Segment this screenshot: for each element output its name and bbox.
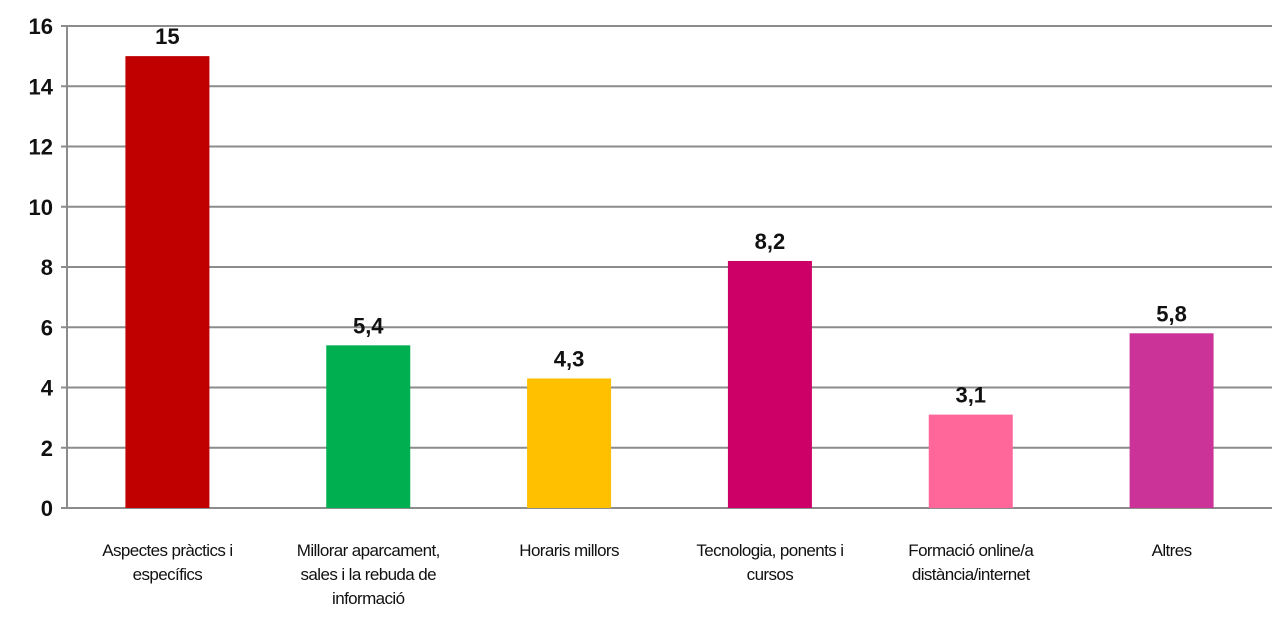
y-tick-label: 10 — [29, 195, 53, 220]
data-label: 8,2 — [755, 229, 786, 254]
category-label-line: específics — [133, 565, 203, 584]
category-label-line: Aspectes pràctics i — [102, 541, 232, 560]
category-label: Formació online/a distància/internet — [908, 541, 1034, 584]
y-tick-label: 0 — [41, 496, 53, 521]
category-label-line: Tecnologia, ponents i — [696, 541, 843, 560]
bar-layer — [125, 56, 1214, 508]
category-label-line: Horaris millors — [519, 541, 619, 560]
bar — [727, 260, 812, 508]
y-tick-label: 2 — [41, 436, 53, 461]
category-label: Aspectes pràctics i específics — [102, 541, 232, 584]
label-layer: 15 5,4 4,3 8,2 3,1 5,8 — [155, 24, 1187, 407]
category-label-line: informació — [332, 589, 405, 608]
category-label-line: Formació online/a — [908, 541, 1034, 560]
grid-layer: 0 2 4 6 8 10 12 14 16 — [29, 14, 1272, 521]
category-label: Tecnologia, ponents i cursos — [696, 541, 843, 584]
data-label: 5,4 — [353, 313, 384, 338]
category-label: Millorar aparcament, sales i la rebuda de… — [297, 541, 440, 608]
y-tick-label: 8 — [41, 255, 53, 280]
data-label: 3,1 — [955, 383, 986, 408]
data-label: 4,3 — [554, 346, 585, 371]
category-label: Horaris millors — [519, 541, 619, 560]
y-tick-label: 12 — [29, 135, 53, 160]
bar — [125, 56, 210, 508]
bar — [928, 414, 1013, 508]
bar — [1129, 333, 1214, 508]
bar — [527, 378, 612, 508]
data-label: 15 — [155, 24, 179, 49]
y-tick-label: 14 — [29, 74, 54, 99]
y-tick-label: 6 — [41, 315, 53, 340]
y-tick-label: 4 — [41, 376, 54, 401]
bar — [326, 345, 411, 508]
category-label-line: Millorar aparcament, — [297, 541, 440, 560]
category-label-line: sales i la rebuda de — [301, 565, 437, 584]
category-label-layer: Aspectes pràctics i específics Millorar ap… — [102, 541, 1192, 608]
category-label-line: Altres — [1152, 541, 1192, 560]
category-label-line: cursos — [747, 565, 794, 584]
category-label: Altres — [1152, 541, 1192, 560]
y-tick-label: 16 — [29, 14, 53, 39]
data-label: 5,8 — [1156, 301, 1187, 326]
category-label-line: distància/internet — [912, 565, 1031, 584]
